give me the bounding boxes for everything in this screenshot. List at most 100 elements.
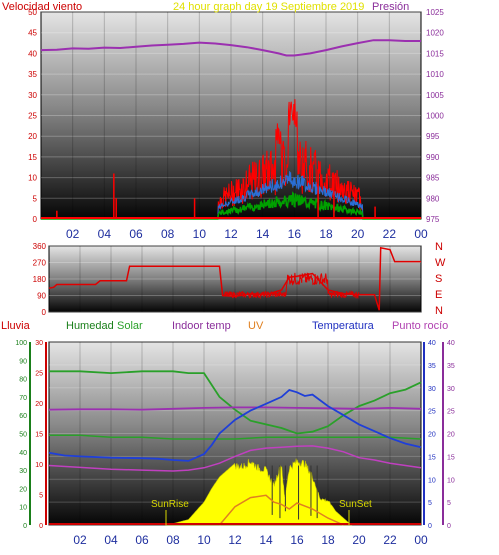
humidity-tick: 50 — [19, 432, 27, 439]
y-tick-label: 0 — [42, 308, 47, 317]
x-tick-label: 00 — [414, 533, 428, 547]
y2-tick-label: 995 — [426, 132, 440, 141]
rain-tick: 30 — [35, 340, 43, 347]
y-tick-label: 25 — [28, 112, 37, 121]
direction-series — [48, 246, 421, 311]
x-tick-label: 08 — [166, 533, 180, 547]
x-tick-label: 18 — [321, 533, 335, 547]
y2-tick-label: 1015 — [426, 49, 444, 58]
temp-tick: 5 — [428, 500, 432, 507]
x-tick-label: 12 — [228, 533, 242, 547]
x-tick-label: 06 — [129, 227, 143, 241]
pressure-series — [40, 39, 421, 57]
x-tick-label: 02 — [73, 533, 87, 547]
temperature-grid — [49, 341, 422, 526]
temp-tick: 25 — [428, 409, 436, 416]
legend-temperature: Temperatura — [312, 320, 375, 332]
rain-tick: 0 — [39, 523, 43, 530]
direction-grid — [49, 245, 422, 313]
x-tick-label: 16 — [288, 227, 302, 241]
humidity-tick: 70 — [19, 395, 27, 402]
y2-tick-label: 1025 — [426, 8, 444, 17]
uv-line — [218, 494, 344, 526]
y-tick-label: 30 — [28, 91, 37, 100]
wind-series — [41, 99, 421, 220]
solar-series — [165, 458, 353, 526]
wind-speed-label: Velocidad viento — [2, 1, 82, 13]
compass-label: S — [435, 273, 442, 285]
humidity-tick: 0 — [23, 523, 27, 530]
dew-tick: 10 — [447, 477, 455, 484]
solar-area — [165, 458, 353, 526]
y-tick-label: 270 — [33, 259, 47, 268]
legend-solar: Solar — [117, 320, 143, 332]
legend-uv: UV — [248, 320, 264, 332]
dew-tick: 30 — [447, 386, 455, 393]
temperature-series — [48, 370, 422, 526]
legend-rain: Lluvia — [1, 320, 31, 332]
y-tick-label: 0 — [33, 215, 38, 224]
y2-tick-label: 980 — [426, 194, 440, 203]
x-tick-label: 06 — [135, 533, 149, 547]
y-tick-label: 40 — [28, 49, 37, 58]
y2-tick-label: 1020 — [426, 29, 444, 38]
rain-tick: 10 — [35, 462, 43, 469]
y2-tick-label: 1005 — [426, 91, 444, 100]
y2-tick-label: 985 — [426, 174, 440, 183]
humedad-interior-line — [49, 434, 422, 440]
temp-tick: 15 — [428, 454, 436, 461]
humidity-tick: 10 — [19, 505, 27, 512]
y-tick-label: 15 — [28, 153, 37, 162]
legend-dewpoint: Punto rocío — [392, 320, 448, 332]
y2-tick-label: 975 — [426, 215, 440, 224]
humidity-tick: 40 — [19, 450, 27, 457]
y-tick-label: 180 — [33, 275, 47, 284]
x-tick-label: 10 — [197, 533, 211, 547]
y-tick-label: 360 — [33, 242, 47, 251]
compass-label: W — [435, 257, 446, 269]
direction-noise — [223, 272, 360, 300]
y-tick-label: 45 — [28, 29, 37, 38]
y-tick-label: 20 — [28, 132, 37, 141]
x-tick-label: 22 — [383, 533, 397, 547]
dew-tick: 25 — [447, 409, 455, 416]
rain-tick: 5 — [39, 493, 43, 500]
dew-tick: 0 — [447, 523, 451, 530]
humidity-tick: 20 — [19, 486, 27, 493]
legend-humidity: Humedad — [66, 320, 114, 332]
humidity-tick: 100 — [15, 340, 27, 347]
direction-y-axis: 0 90 180 270 360 — [33, 242, 47, 317]
x-tick-label: 14 — [256, 227, 270, 241]
x-tick-label: 04 — [104, 533, 118, 547]
x-tick-label: 18 — [319, 227, 333, 241]
y-tick-label: 35 — [28, 70, 37, 79]
x-tick-label: 10 — [193, 227, 207, 241]
compass-label: N — [435, 305, 443, 317]
dew-tick: 20 — [447, 432, 455, 439]
temp-tick: 40 — [428, 340, 436, 347]
wind-x-axis: 02 04 06 08 10 12 14 16 18 20 22 00 — [66, 227, 428, 241]
x-tick-label: 00 — [414, 227, 428, 241]
direction-jitter — [223, 272, 360, 300]
temp-tick: 30 — [428, 386, 436, 393]
y2-tick-label: 1010 — [426, 70, 444, 79]
x-tick-label: 22 — [383, 227, 397, 241]
x-tick-label: 14 — [259, 533, 273, 547]
dew-tick: 5 — [447, 500, 451, 507]
legend-indoor-temp: Indoor temp — [172, 320, 231, 332]
dew-tick: 15 — [447, 454, 455, 461]
pressure-label: Presión — [372, 1, 409, 13]
temperature-axes: 0102030405060708090100051015202530051015… — [15, 340, 455, 530]
y2-tick-label: 1000 — [426, 112, 444, 121]
y-tick-label: 90 — [37, 292, 46, 301]
temp-tick: 20 — [428, 432, 436, 439]
x-tick-label: 20 — [352, 533, 366, 547]
rain-tick: 15 — [35, 432, 43, 439]
temperature-x-axis: 02 04 06 08 10 12 14 16 18 20 22 00 — [73, 533, 428, 547]
temperatura-line — [48, 388, 422, 462]
y-tick-label: 50 — [28, 8, 37, 17]
humedad-line — [49, 370, 422, 435]
x-tick-label: 16 — [290, 533, 304, 547]
